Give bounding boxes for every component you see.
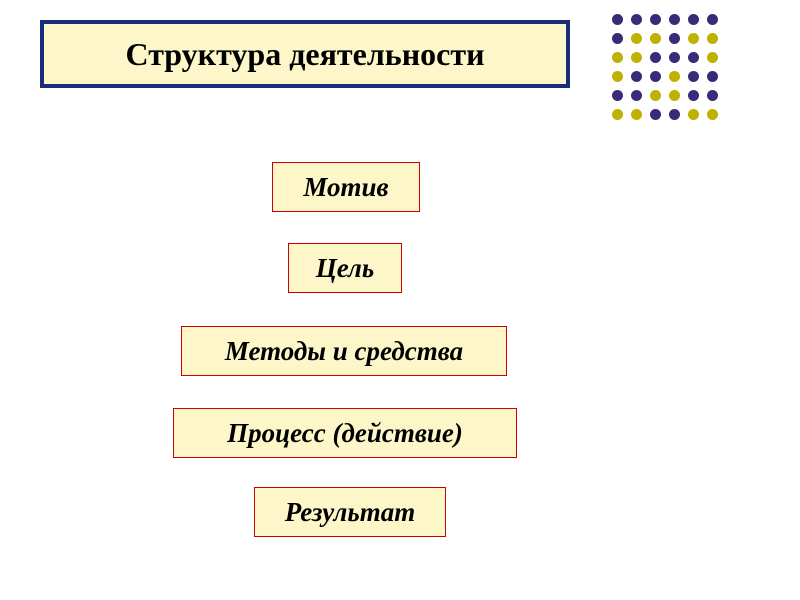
structure-item-4: Процесс (действие): [173, 408, 517, 458]
decorative-dot: [612, 71, 623, 82]
decorative-dot: [707, 109, 718, 120]
decorative-dot: [707, 33, 718, 44]
decorative-dot: [650, 90, 661, 101]
decorative-dot: [631, 33, 642, 44]
structure-item-1: Мотив: [272, 162, 420, 212]
structure-item-2: Цель: [288, 243, 402, 293]
decorative-dot: [688, 109, 699, 120]
decorative-dot: [688, 90, 699, 101]
structure-item-3: Методы и средства: [181, 326, 507, 376]
decorative-dot: [707, 90, 718, 101]
decorative-dot: [612, 14, 623, 25]
decorative-dot: [669, 90, 680, 101]
decorative-dot: [669, 52, 680, 63]
decorative-dot: [612, 52, 623, 63]
decorative-dot: [631, 52, 642, 63]
structure-item-label: Мотив: [303, 172, 388, 203]
structure-item-label: Методы и средства: [225, 336, 463, 367]
decorative-dot: [707, 14, 718, 25]
decorative-dot: [650, 109, 661, 120]
decorative-dot: [650, 52, 661, 63]
decorative-dot: [669, 71, 680, 82]
decorative-dot: [669, 14, 680, 25]
decorative-dot: [688, 14, 699, 25]
structure-item-5: Результат: [254, 487, 446, 537]
decorative-dot: [650, 71, 661, 82]
decorative-dot: [612, 90, 623, 101]
decorative-dot: [631, 90, 642, 101]
structure-item-label: Процесс (действие): [227, 418, 463, 449]
decorative-dot: [631, 71, 642, 82]
decorative-dot: [669, 109, 680, 120]
decorative-dot: [707, 52, 718, 63]
structure-item-label: Цель: [316, 253, 375, 284]
decorative-dot-grid: [612, 14, 721, 123]
decorative-dot: [707, 71, 718, 82]
decorative-dot: [650, 14, 661, 25]
decorative-dot: [688, 33, 699, 44]
decorative-dot: [612, 33, 623, 44]
decorative-dot: [631, 14, 642, 25]
decorative-dot: [631, 109, 642, 120]
decorative-dot: [669, 33, 680, 44]
decorative-dot: [612, 109, 623, 120]
decorative-dot: [688, 52, 699, 63]
structure-item-label: Результат: [285, 497, 415, 528]
title-container: Структура деятельности: [40, 20, 570, 88]
page-title: Структура деятельности: [126, 36, 485, 73]
decorative-dot: [688, 71, 699, 82]
decorative-dot: [650, 33, 661, 44]
